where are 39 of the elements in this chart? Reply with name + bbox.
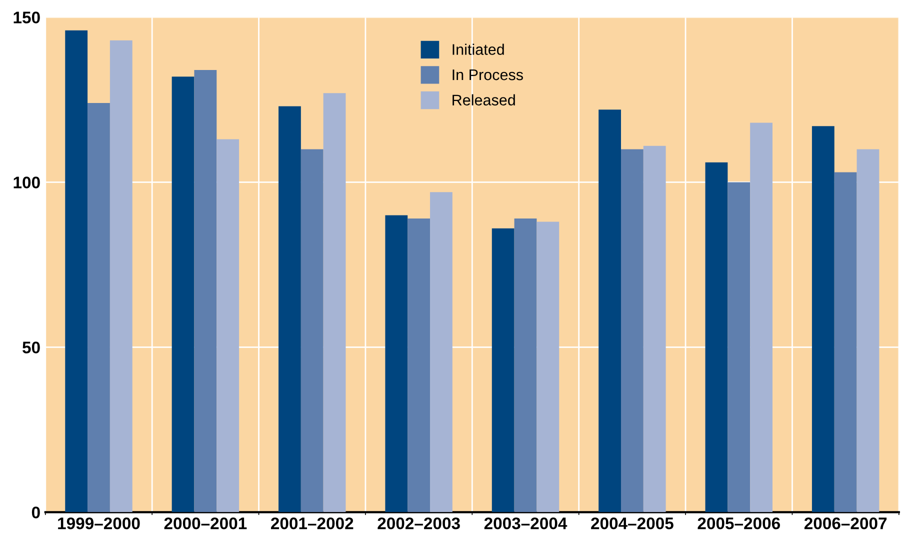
- bar: [643, 146, 666, 512]
- y-tick-label: 50: [22, 342, 40, 354]
- x-tick-label: 2005–2006: [698, 517, 780, 530]
- bar: [110, 40, 132, 512]
- bar: [65, 30, 88, 512]
- bar: [728, 182, 750, 512]
- bar: [750, 122, 772, 512]
- x-tick-label: 2000–2001: [164, 517, 247, 530]
- legend-label: Initiated: [452, 44, 504, 55]
- bar: [598, 110, 621, 512]
- x-tick-label: 2004–2005: [591, 517, 674, 530]
- bar: [834, 172, 857, 512]
- y-tick-label: 100: [14, 176, 40, 188]
- bar: [300, 149, 324, 512]
- y-tick-label: 0: [32, 506, 40, 518]
- x-tick-label: 2006–2007: [804, 517, 887, 530]
- bar: [514, 218, 537, 512]
- x-tick-label: 1999–2000: [58, 517, 140, 530]
- bar: [88, 103, 110, 512]
- bar: [194, 70, 217, 512]
- x-tick-label: 2003–2004: [484, 517, 568, 530]
- y-tick-label: 150: [14, 12, 40, 24]
- bar: [536, 222, 560, 512]
- legend-label: In Process: [452, 70, 523, 80]
- bar: [408, 218, 430, 512]
- bar: [812, 126, 834, 512]
- x-tick-label: 2001–2002: [270, 517, 354, 530]
- bar: [430, 192, 452, 512]
- bar: [385, 215, 408, 512]
- bar: [492, 228, 514, 512]
- bar: [856, 149, 880, 512]
- bar: [620, 149, 644, 512]
- bar: [323, 93, 346, 512]
- bar: [216, 139, 240, 512]
- bar: [705, 162, 728, 512]
- bar: [172, 76, 194, 512]
- x-tick-label: 2002–2003: [378, 517, 460, 530]
- legend-label: Released: [452, 94, 515, 106]
- bar: [278, 106, 301, 512]
